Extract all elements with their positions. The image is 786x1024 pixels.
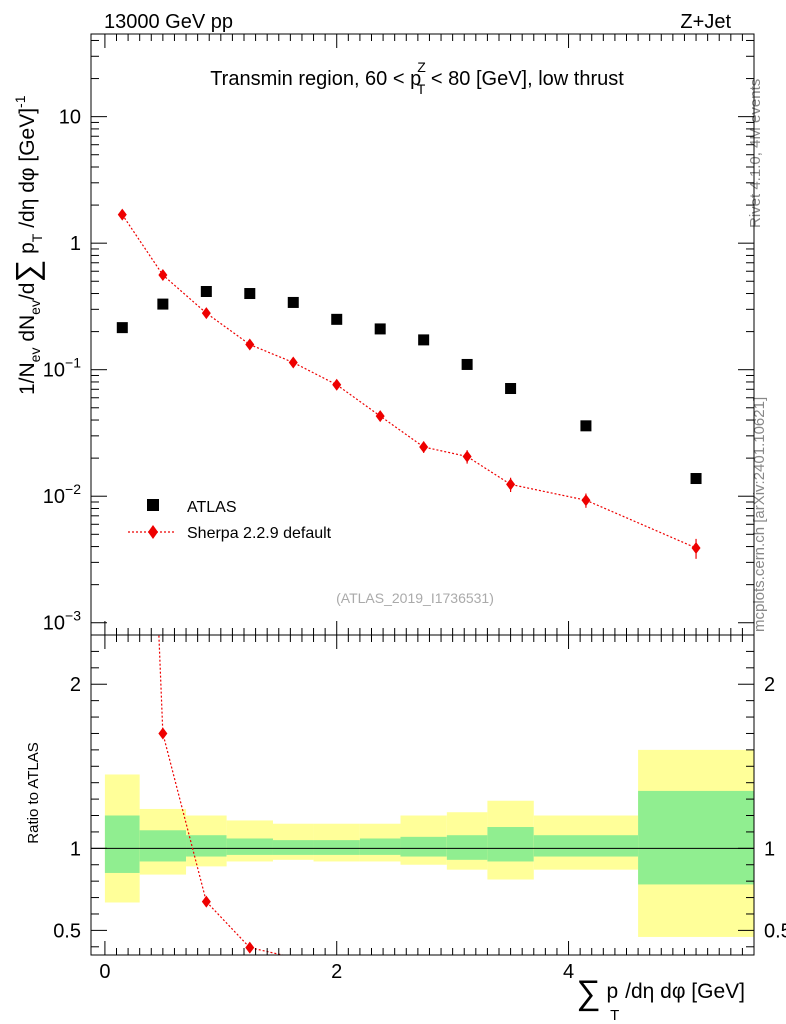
main-ticks: 10 1 10−1 10−2 10−3 bbox=[43, 34, 754, 635]
process-label: Z+Jet bbox=[680, 11, 731, 33]
analysis-watermark: (ATLAS_2019_I1736531) bbox=[336, 590, 494, 606]
ratio-ticks: 0.5 0.5 1 1 2 2 0 2 4 bbox=[53, 635, 786, 983]
ylabel-e: /dη dφ [GeV] bbox=[16, 108, 39, 234]
sherpa-point bbox=[581, 494, 591, 507]
ratio-inner-band bbox=[446, 835, 488, 860]
ratio-y-tick-label-right: 0.5 bbox=[764, 920, 786, 942]
sherpa-point bbox=[288, 356, 298, 369]
atlas-point bbox=[200, 285, 212, 297]
ylabel-sum: ∑ bbox=[9, 260, 45, 283]
legend-sherpa-marker bbox=[148, 525, 158, 539]
plot-title: Transmin region, 60 < pZ T < 80 [GeV], lo… bbox=[210, 59, 624, 97]
ratio-inner-band bbox=[313, 840, 360, 855]
atlas-point bbox=[690, 473, 702, 485]
ratio-point bbox=[201, 895, 211, 908]
sherpa-point bbox=[375, 410, 385, 423]
ratio-y-tick-label: 0.5 bbox=[53, 920, 81, 942]
ratio-y-tick-label: 1 bbox=[70, 838, 81, 860]
sherpa-point bbox=[462, 450, 472, 463]
ratio-panel: 0.5 0.5 1 1 2 2 0 2 4 Ratio to ATLAS ∑ pT /dη dφ… bbox=[25, 634, 786, 1024]
ratio-y-tick-label-right: 2 bbox=[764, 674, 775, 696]
ylabel-b-sub: ev bbox=[27, 300, 43, 315]
main-panel: 10 1 10−1 10−2 10−3 Transmin region, 60 < pZ… bbox=[9, 33, 755, 636]
ratio-inner-band bbox=[487, 827, 534, 862]
ratio-inner-band bbox=[139, 830, 187, 862]
sherpa-point bbox=[506, 478, 516, 491]
atlas-point bbox=[116, 322, 128, 334]
ylabel-b: dN bbox=[16, 315, 39, 348]
sherpa-point bbox=[201, 307, 211, 320]
rivet-version-label: Rivet 4.1.0, 4M events bbox=[747, 79, 764, 228]
xlabel-a: p bbox=[601, 980, 619, 1003]
ratio-ylabel: Ratio to ATLAS bbox=[25, 742, 42, 843]
y-tick-label: 1 bbox=[70, 233, 81, 255]
ratio-point bbox=[158, 727, 168, 740]
title-post: < 80 [GeV], low thrust bbox=[425, 68, 624, 90]
mcplots-label: mcplots.cern.ch [arXiv:2401.10621] bbox=[751, 397, 768, 632]
x-tick-label: 4 bbox=[563, 961, 574, 983]
atlas-point bbox=[461, 358, 473, 370]
title-pre: Transmin region, 60 < p bbox=[210, 68, 421, 90]
legend-sherpa-label: Sherpa 2.2.9 default bbox=[187, 525, 332, 542]
ratio-inner-band bbox=[533, 835, 639, 857]
ratio-y-tick-label-right: 1 bbox=[764, 838, 775, 860]
atlas-point bbox=[244, 288, 256, 300]
y-tick-label: 10−1 bbox=[43, 355, 81, 382]
y-tick-label: 10−2 bbox=[43, 481, 81, 508]
ylabel-d: p bbox=[16, 242, 39, 260]
x-tick-label: 2 bbox=[331, 961, 342, 983]
x-tick-label: 0 bbox=[99, 961, 110, 983]
ylabel-e-sup: -1 bbox=[12, 95, 28, 108]
y-tick-label: 10 bbox=[59, 107, 81, 129]
atlas-point bbox=[418, 334, 430, 346]
ratio-inner-band bbox=[226, 838, 273, 855]
sherpa-point bbox=[332, 378, 342, 391]
main-ylabel: 1/Nev dNev/d∑ pT /dη dφ [GeV]-1 bbox=[9, 95, 45, 395]
atlas-point bbox=[505, 383, 517, 395]
ratio-inner-band bbox=[359, 838, 401, 855]
sherpa-point bbox=[419, 440, 429, 453]
atlas-point bbox=[287, 296, 299, 308]
atlas-point bbox=[331, 313, 343, 325]
sherpa-point bbox=[158, 269, 168, 282]
main-series bbox=[116, 208, 702, 559]
ratio-inner-band bbox=[186, 835, 227, 857]
y-tick-label: 10−3 bbox=[43, 608, 81, 635]
sherpa-point bbox=[691, 541, 701, 554]
legend-atlas-label: ATLAS bbox=[187, 499, 237, 516]
legend: ATLAS Sherpa 2.2.9 default bbox=[128, 499, 332, 542]
atlas-point bbox=[374, 323, 386, 335]
title-sup: Z bbox=[417, 59, 426, 75]
ylabel-d-sub: T bbox=[29, 233, 45, 242]
ratio-frame bbox=[90, 634, 755, 956]
ylabel-c: /d bbox=[16, 283, 39, 301]
atlas-point bbox=[580, 420, 592, 432]
sherpa-line bbox=[121, 214, 697, 549]
ratio-bands bbox=[104, 749, 754, 937]
ratio-y-tick-label: 2 bbox=[70, 674, 81, 696]
ratio-point bbox=[245, 941, 255, 954]
atlas-point bbox=[157, 298, 169, 310]
ratio-inner-band bbox=[272, 840, 314, 855]
ylabel-a-sub: ev bbox=[27, 348, 43, 363]
legend-atlas-marker bbox=[147, 499, 159, 511]
ratio-inner-band bbox=[104, 815, 140, 873]
beam-label: 13000 GeV pp bbox=[104, 11, 233, 33]
xlabel-sum: ∑ bbox=[576, 974, 600, 1012]
ratio-inner-band bbox=[400, 836, 447, 857]
xlabel-a-sub: T bbox=[610, 1007, 619, 1024]
sherpa-point bbox=[117, 208, 127, 221]
sherpa-point bbox=[245, 338, 255, 351]
ratio-series bbox=[158, 635, 286, 955]
ratio-inner-band bbox=[638, 790, 754, 885]
title-sub: T bbox=[417, 81, 426, 97]
xlabel-b: /dη dφ [GeV] bbox=[619, 980, 745, 1003]
ylabel-a: 1/N bbox=[16, 362, 39, 395]
